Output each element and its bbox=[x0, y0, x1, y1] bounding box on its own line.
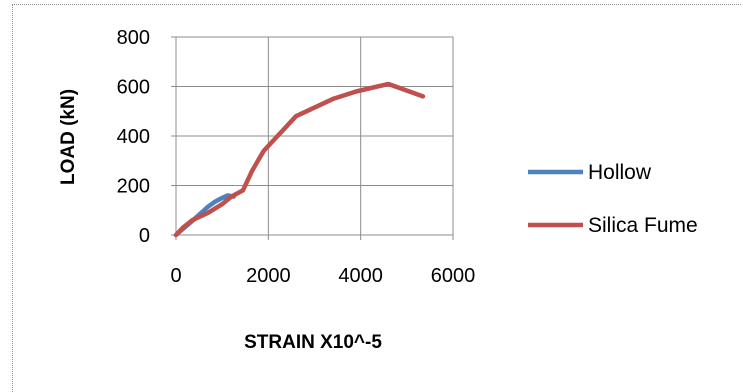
chart-frame bbox=[12, 4, 741, 392]
x-tick-label: 2000 bbox=[246, 265, 291, 287]
y-tick-label: 600 bbox=[117, 77, 150, 99]
series-line-silica-fume bbox=[173, 81, 426, 238]
y-tick-label: 0 bbox=[139, 225, 150, 247]
x-tick-label: 6000 bbox=[431, 265, 476, 287]
x-tick-labels: 0 2000 4000 6000 bbox=[170, 265, 475, 287]
x-axis-title: STRAIN X10^-5 bbox=[244, 332, 382, 353]
y-tick-label: 200 bbox=[117, 176, 150, 198]
y-tick-labels: 0 200 400 600 800 bbox=[117, 27, 150, 247]
y-axis-title: LOAD (kN) bbox=[58, 89, 79, 185]
legend-label: Silica Fume bbox=[588, 214, 698, 237]
y-tick-label: 400 bbox=[117, 126, 150, 148]
y-tick-label: 800 bbox=[117, 27, 150, 49]
axes bbox=[171, 36, 454, 240]
x-tick-label: 4000 bbox=[338, 265, 383, 287]
gridlines bbox=[176, 36, 454, 235]
x-tick-label: 0 bbox=[170, 265, 181, 287]
legend-label: Hollow bbox=[588, 161, 652, 184]
series-lines bbox=[173, 81, 426, 238]
legend: Hollow Silica Fume bbox=[528, 161, 698, 237]
